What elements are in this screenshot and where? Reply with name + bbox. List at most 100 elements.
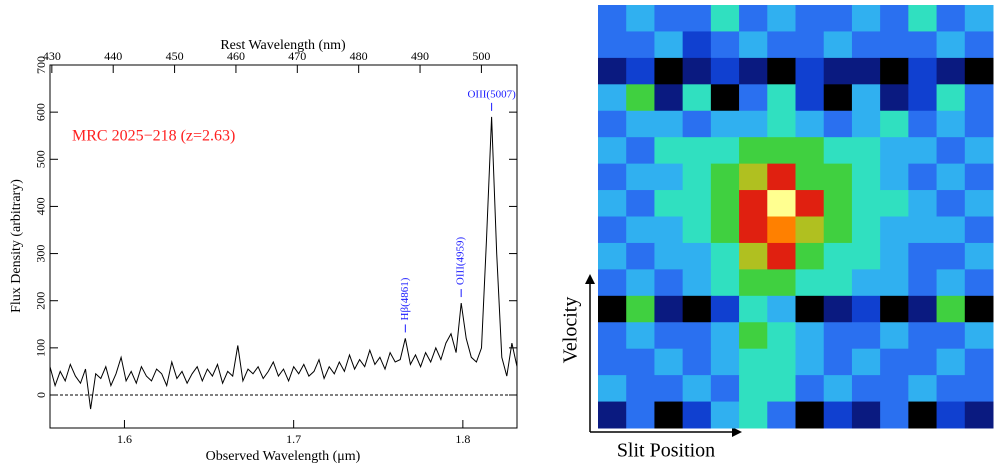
heatmap-cell (767, 57, 796, 85)
heatmap-cell (823, 242, 853, 270)
heatmap-cell (964, 190, 994, 217)
heatmap-cell (936, 110, 966, 138)
heatmap-cell (964, 322, 994, 350)
heatmap-cell (767, 401, 796, 429)
x2-tick-label: 440 (104, 49, 122, 63)
heatmap-cell (964, 5, 994, 32)
x2-tick-label: 500 (472, 49, 490, 63)
heatmap-cell (626, 137, 655, 165)
axis-arrows (585, 274, 742, 437)
heatmap-cell (936, 295, 966, 323)
heatmap-cell (936, 375, 966, 403)
heatmap-cell (739, 269, 768, 297)
heatmap-cell (739, 5, 768, 32)
heatmap-cell (851, 216, 881, 244)
heatmap-cell (710, 84, 740, 112)
heatmap-cell (880, 216, 909, 244)
heatmap-cell (936, 348, 966, 376)
heatmap-cell (823, 57, 853, 85)
heatmap-cell (851, 110, 881, 138)
heatmap-cell (767, 269, 796, 297)
heatmap-cell (654, 110, 684, 138)
heatmap-cell (795, 401, 825, 429)
heatmap-cell (851, 163, 881, 191)
heatmap-cell (739, 216, 768, 244)
heatmap-cell (851, 137, 881, 165)
heatmap-cell (795, 269, 825, 297)
heatmap-cell (682, 190, 712, 217)
heatmap-cell (908, 242, 938, 270)
heatmap-cell (851, 322, 881, 350)
heatmap-cell (964, 269, 994, 297)
heatmap-cell (626, 163, 655, 191)
heatmap-cell (767, 322, 796, 350)
heatmap-cell (851, 348, 881, 376)
heatmap-cell (795, 57, 825, 85)
y-tick-label: 500 (34, 150, 48, 168)
arrow-head (732, 427, 742, 437)
heatmap-cell (626, 242, 655, 270)
y-axis-title: Flux Density (arbitrary) (9, 179, 24, 313)
heatmap-cell (767, 216, 796, 244)
heatmap-cell (936, 401, 966, 429)
heatmap-cell (598, 163, 627, 191)
heatmap-cell (823, 190, 853, 217)
heatmap-cell (710, 57, 740, 85)
heatmap-cell (908, 348, 938, 376)
heatmap-cell (795, 242, 825, 270)
heatmap-cell (795, 322, 825, 350)
heatmap-cell (626, 110, 655, 138)
heatmap-cell (682, 31, 712, 59)
heatmap-cell (710, 163, 740, 191)
heatmap-cell (908, 163, 938, 191)
heatmap-cell (851, 375, 881, 403)
heatmap-cell (598, 269, 627, 297)
heatmap-cell (767, 163, 796, 191)
heatmap-cell (710, 348, 740, 376)
heatmap-cell (654, 295, 684, 323)
heatmap-cell (767, 190, 796, 217)
heatmap-cell (880, 31, 909, 59)
heatmap-cell (936, 163, 966, 191)
heatmap-cell (739, 401, 768, 429)
heatmap-cell (682, 57, 712, 85)
heatmap-cell (908, 401, 938, 429)
x2-tick-label: 460 (227, 49, 245, 63)
heatmap-cell (739, 190, 768, 217)
heatmap-cell (739, 84, 768, 112)
heatmap-cell (964, 31, 994, 59)
heatmap-cell (795, 295, 825, 323)
y-tick-label: 400 (34, 197, 48, 215)
heatmap-cell (880, 348, 909, 376)
heatmap-y-title: Velocity (560, 297, 582, 364)
heatmap-cell (823, 375, 853, 403)
heatmap-cell (880, 84, 909, 112)
heatmap-cell (908, 31, 938, 59)
x2-tick-label: 430 (43, 49, 61, 63)
heatmap-cell (682, 269, 712, 297)
heatmap-cell (936, 31, 966, 59)
heatmap-cell (851, 5, 881, 32)
heatmap-cell (682, 348, 712, 376)
plot-frame (49, 64, 518, 429)
heatmap-cell (682, 110, 712, 138)
x-tick-label: 1.6 (117, 432, 132, 446)
heatmap-cell (598, 190, 627, 217)
heatmap-cell (739, 137, 768, 165)
heatmap-cell (964, 84, 994, 112)
heatmap-cell (767, 31, 796, 59)
heatmap-cell (710, 110, 740, 138)
x2-axis-title: Rest Wavelength (nm) (220, 38, 346, 53)
heatmap-cell (795, 137, 825, 165)
heatmap-cell (654, 269, 684, 297)
heatmap-cell (767, 295, 796, 323)
heatmap-cell (936, 269, 966, 297)
heatmap-cell (880, 163, 909, 191)
x2-tick-label: 470 (288, 49, 306, 63)
x2-tick-label: 450 (166, 49, 184, 63)
y-tick-label: 200 (34, 292, 48, 310)
heatmap-cell (880, 5, 909, 32)
heatmap-cell (682, 137, 712, 165)
heatmap-cell (626, 190, 655, 217)
heatmap-cell (710, 190, 740, 217)
